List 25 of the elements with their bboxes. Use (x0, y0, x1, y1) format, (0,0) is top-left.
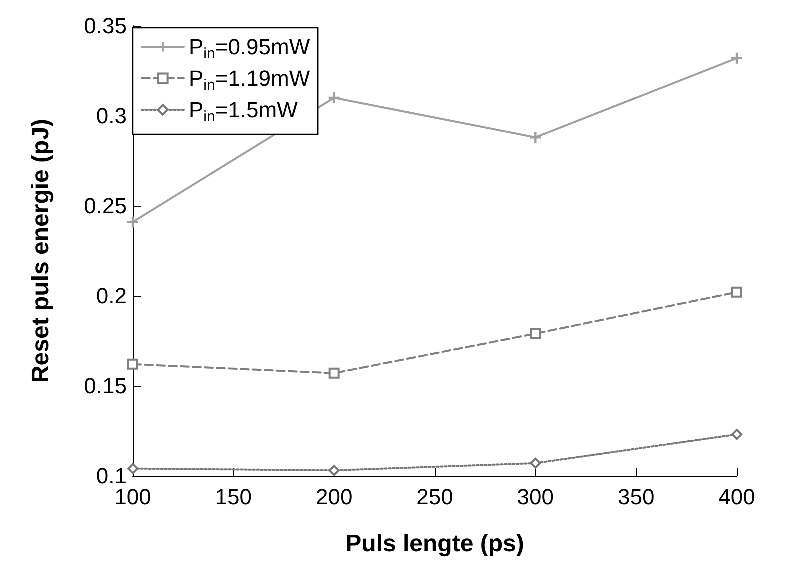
y-tick-label: 0.15 (84, 374, 127, 398)
point (732, 286, 742, 298)
point (328, 92, 340, 104)
x-tick-label: 400 (718, 484, 756, 510)
y-tick-label: 0.2 (96, 284, 127, 308)
point (328, 368, 340, 379)
x-tick-label: 200 (316, 484, 353, 510)
point (530, 132, 542, 144)
y-tick-label: 0.3 (96, 104, 127, 128)
point (128, 463, 138, 474)
y-tick-label: 0.35 (84, 14, 127, 38)
point (128, 358, 138, 370)
point (530, 328, 542, 340)
point (530, 458, 542, 469)
x-tick-label: 350 (618, 484, 655, 510)
point (732, 429, 742, 440)
x-tick-label: 250 (416, 484, 454, 510)
point (732, 52, 742, 64)
x-axis-title: Puls lengte (ps) (346, 530, 524, 558)
y-tick-label: 0.25 (84, 194, 127, 218)
x-tick-label: 300 (517, 484, 554, 510)
x-tick-label: 150 (215, 484, 252, 510)
point (128, 216, 138, 228)
point (328, 465, 340, 476)
y-axis-title: Reset puls energie (pJ) (28, 118, 54, 384)
